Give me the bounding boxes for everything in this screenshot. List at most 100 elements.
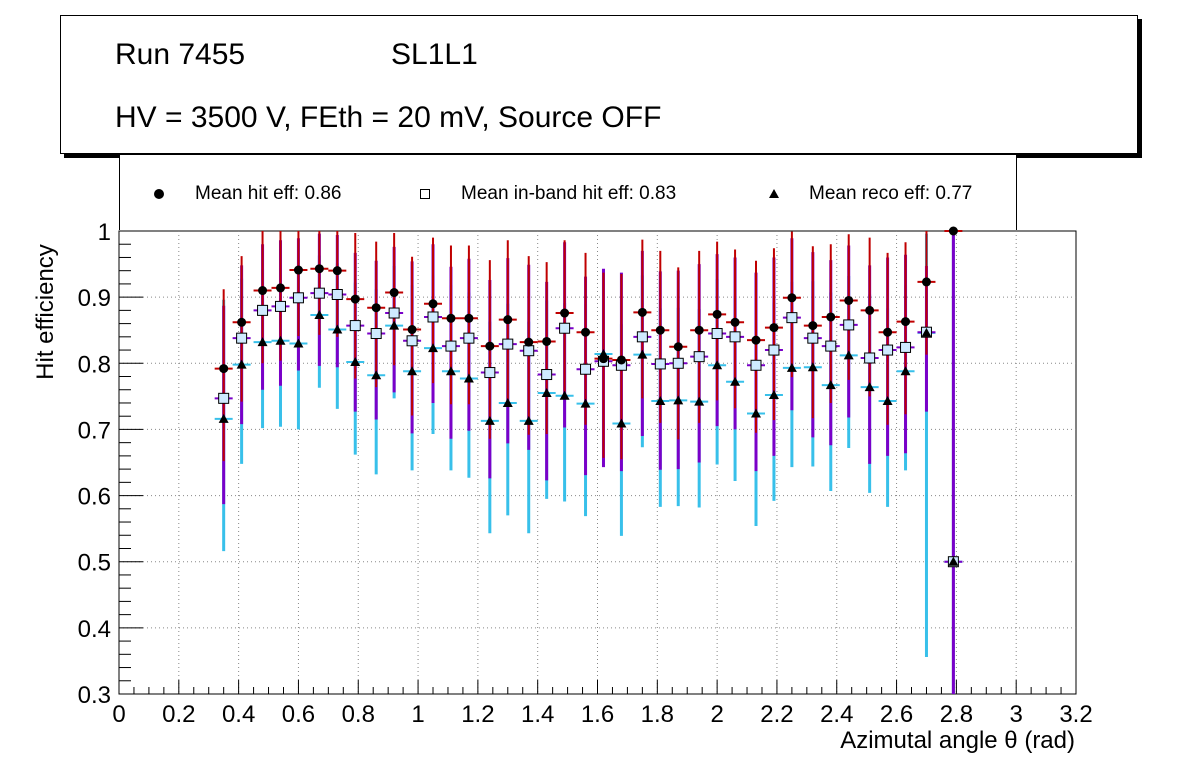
y-tick-label: 0.4 — [78, 616, 111, 643]
x-axis-label: Azimutal angle θ (rad) — [840, 727, 1075, 754]
inband-point — [406, 335, 418, 347]
reco-point — [921, 327, 932, 337]
legend-inband-label: Mean in-band hit eff: 0.83 — [461, 183, 677, 204]
y-tick-label: 0.5 — [78, 550, 111, 577]
inband-point — [313, 287, 325, 299]
x-tick-label: 1.6 — [581, 701, 614, 728]
inband-point — [463, 332, 475, 344]
inband-point — [484, 367, 496, 379]
hit-point — [371, 303, 381, 313]
x-tick-label: 0.8 — [342, 701, 375, 728]
inband-point — [900, 341, 912, 353]
inband-point — [580, 363, 592, 375]
inband-point — [388, 307, 400, 319]
reco-point — [275, 335, 286, 345]
hit-point — [769, 323, 779, 333]
reco-point — [236, 359, 247, 369]
inband-point — [654, 358, 666, 370]
hit-point — [921, 277, 931, 287]
inband-point — [750, 359, 762, 371]
reco-point — [350, 356, 361, 366]
y-axis-label: Hit efficiency — [32, 244, 59, 380]
reco-point — [948, 556, 959, 566]
inband-point — [445, 340, 457, 352]
legend-hit-marker-icon — [154, 189, 164, 199]
inband-point — [786, 312, 798, 324]
reco-point — [314, 310, 325, 320]
legend-hit-label: Mean hit eff: 0.86 — [195, 183, 342, 204]
y-tick-label: 0.7 — [78, 417, 111, 444]
x-tick-label: 1.4 — [521, 701, 554, 728]
hit-point — [730, 317, 740, 327]
reco-point — [428, 343, 439, 353]
hit-point — [524, 337, 534, 347]
x-tick-label: 2.8 — [940, 701, 973, 728]
reco-point — [825, 380, 836, 390]
reco-point — [541, 388, 552, 398]
inband-point — [541, 369, 553, 381]
run-label: Run 7455 — [115, 38, 246, 71]
inband-point — [636, 331, 648, 343]
inband-point — [274, 300, 286, 312]
inband-point — [502, 338, 514, 350]
hit-point — [637, 307, 647, 317]
reco-point — [598, 349, 609, 359]
hit-point — [808, 321, 818, 331]
inband-point — [711, 328, 723, 340]
reco-point — [559, 390, 570, 400]
reco-point — [637, 349, 648, 359]
hit-point — [901, 317, 911, 327]
x-tick-label: 2.6 — [880, 701, 913, 728]
reco-point — [730, 376, 741, 386]
hit-point — [314, 264, 324, 274]
hit-point — [787, 293, 797, 303]
x-tick-label: 3.2 — [1059, 701, 1092, 728]
reco-point — [768, 390, 779, 400]
x-tick-label: 1 — [411, 701, 424, 728]
inband-point — [331, 288, 343, 300]
chamber-label: SL1L1 — [391, 38, 478, 71]
hit-point — [616, 355, 626, 365]
hit-point — [428, 299, 438, 309]
reco-point — [673, 395, 684, 405]
inband-point — [864, 352, 876, 364]
hit-point — [332, 266, 342, 276]
reco-point — [655, 395, 666, 405]
hit-point — [503, 315, 513, 325]
y-tick-label: 0.8 — [78, 351, 111, 378]
hit-point — [542, 336, 552, 346]
reco-point — [786, 362, 797, 372]
x-tick-label: 2 — [710, 701, 723, 728]
hit-point — [826, 312, 836, 322]
x-tick-label: 0.6 — [282, 701, 315, 728]
hit-point — [293, 265, 303, 275]
inband-point — [349, 320, 361, 332]
reco-point — [523, 415, 534, 425]
hit-point — [350, 294, 360, 304]
reco-point — [445, 366, 456, 376]
reco-point — [218, 413, 229, 423]
reco-point — [807, 362, 818, 372]
reco-point — [712, 360, 723, 370]
hit-point — [485, 341, 495, 351]
hit-point — [865, 305, 875, 315]
hit-point — [407, 325, 417, 335]
inband-point — [292, 292, 304, 304]
y-tick-label: 1 — [98, 219, 111, 246]
hit-point — [673, 342, 683, 352]
x-tick-label: 3 — [1010, 701, 1023, 728]
reco-point — [616, 418, 627, 428]
reco-point — [882, 395, 893, 405]
inband-point — [559, 322, 571, 334]
x-tick-label: 0 — [112, 701, 125, 728]
legend-inband-marker-icon — [420, 189, 430, 199]
reco-point — [502, 397, 513, 407]
hit-point — [237, 317, 247, 327]
inband-point — [807, 332, 819, 344]
reco-point — [293, 338, 304, 348]
inband-point — [825, 340, 837, 352]
reco-point — [463, 373, 474, 383]
inband-point — [693, 351, 705, 363]
hit-point — [464, 313, 474, 323]
